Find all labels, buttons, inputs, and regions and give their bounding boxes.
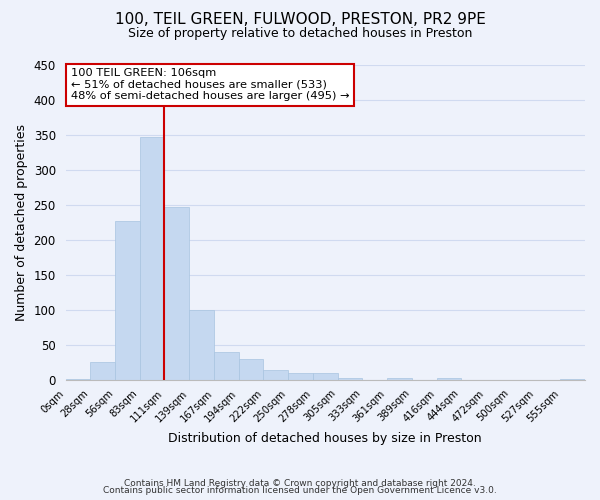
- Bar: [90, 362, 115, 380]
- Bar: [115, 220, 140, 380]
- Y-axis label: Number of detached properties: Number of detached properties: [15, 124, 28, 321]
- Bar: [263, 370, 288, 380]
- Bar: [560, 379, 585, 380]
- Bar: [189, 310, 214, 380]
- Bar: [437, 378, 461, 380]
- Text: Size of property relative to detached houses in Preston: Size of property relative to detached ho…: [128, 28, 472, 40]
- Bar: [214, 352, 239, 380]
- Bar: [338, 378, 362, 380]
- Text: Contains public sector information licensed under the Open Government Licence v3: Contains public sector information licen…: [103, 486, 497, 495]
- Text: 100, TEIL GREEN, FULWOOD, PRESTON, PR2 9PE: 100, TEIL GREEN, FULWOOD, PRESTON, PR2 9…: [115, 12, 485, 28]
- Bar: [164, 208, 189, 380]
- Bar: [140, 137, 164, 380]
- Bar: [239, 360, 263, 380]
- Bar: [288, 372, 313, 380]
- Bar: [387, 378, 412, 380]
- Text: Contains HM Land Registry data © Crown copyright and database right 2024.: Contains HM Land Registry data © Crown c…: [124, 478, 476, 488]
- Text: 100 TEIL GREEN: 106sqm
← 51% of detached houses are smaller (533)
48% of semi-de: 100 TEIL GREEN: 106sqm ← 51% of detached…: [71, 68, 349, 102]
- Bar: [313, 374, 338, 380]
- X-axis label: Distribution of detached houses by size in Preston: Distribution of detached houses by size …: [169, 432, 482, 445]
- Bar: [65, 379, 90, 380]
